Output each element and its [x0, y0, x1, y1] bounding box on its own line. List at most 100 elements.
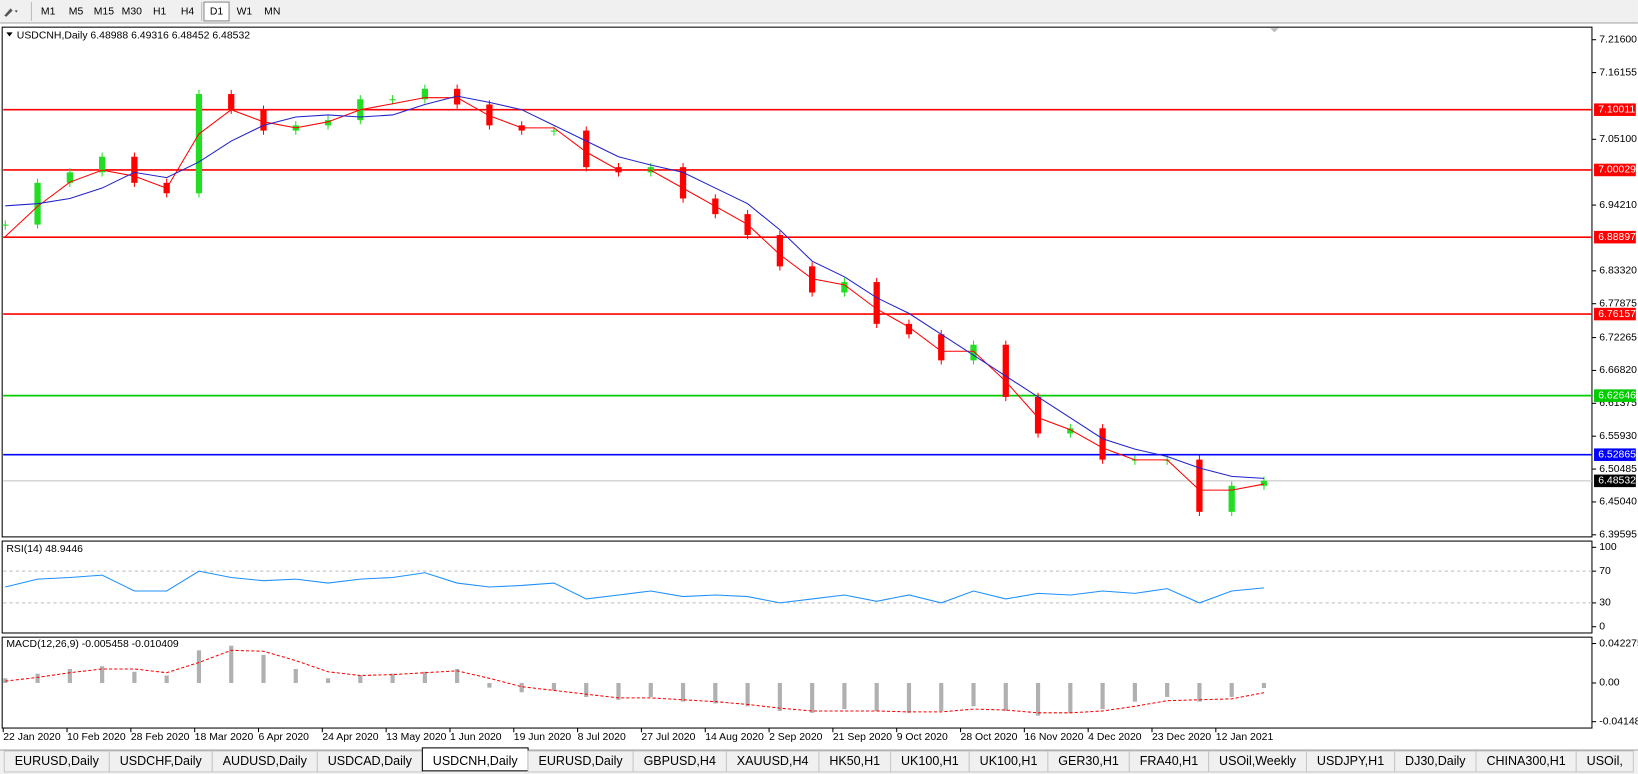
tab-label[interactable]: USOil,	[1587, 754, 1623, 768]
tab-label[interactable]: GBPUSD,H4	[644, 754, 716, 768]
timeframe-button[interactable]: M5	[69, 6, 84, 17]
macd-bar	[196, 650, 202, 683]
tab-label[interactable]: EURUSD,Daily	[15, 754, 100, 768]
timeframe-button[interactable]: MN	[264, 6, 280, 17]
y-tick-label: 6.55930	[1599, 431, 1637, 442]
candle	[550, 130, 558, 132]
header-arrow[interactable]	[6, 32, 13, 37]
main-chart-frame	[1, 26, 1593, 538]
tab[interactable]: HK50,H1	[818, 750, 892, 773]
tab[interactable]: CHINA300,H1	[1475, 750, 1577, 773]
tab[interactable]: USDCAD,Daily	[316, 750, 423, 773]
tab-label[interactable]: USDCAD,Daily	[328, 754, 413, 768]
candle	[66, 172, 73, 183]
tab-label[interactable]: USOil,Weekly	[1219, 754, 1297, 768]
tab-label[interactable]: FRA40,H1	[1140, 754, 1198, 768]
tab[interactable]: GBPUSD,H4	[632, 750, 727, 773]
timeframe-button[interactable]: W1	[237, 6, 253, 17]
timeframe-button[interactable]: H4	[181, 6, 195, 17]
rsi-tick-label: 30	[1599, 598, 1611, 609]
tab-label[interactable]: USDJPY,H1	[1317, 754, 1384, 768]
candle	[1260, 480, 1268, 486]
tab[interactable]: AUDUSD,Daily	[211, 750, 318, 773]
x-tick-label: 19 Jun 2020	[514, 732, 572, 743]
y-tick-label: 7.16155	[1599, 67, 1637, 78]
tab-label[interactable]: USDCNH,Daily	[433, 754, 519, 768]
timeframe-button[interactable]: M1	[41, 6, 56, 17]
moving-average	[5, 95, 1265, 479]
x-tick-label: 10 Feb 2020	[67, 732, 126, 743]
tab-label[interactable]: DJ30,Daily	[1405, 754, 1466, 768]
tab-label[interactable]: XAUUSD,H4	[737, 754, 809, 768]
timeframe-button[interactable]: M30	[122, 6, 142, 17]
tab-label[interactable]: EURUSD,Daily	[539, 754, 624, 768]
level-label: 6.76157	[1598, 309, 1636, 320]
y-tick-label: 6.61375	[1599, 398, 1637, 409]
tab[interactable]: EURUSD,Daily	[527, 750, 634, 773]
level-label: 6.48532	[1598, 476, 1636, 487]
macd-bar	[132, 671, 137, 683]
draw-tool-icon[interactable]	[4, 2, 203, 21]
tab[interactable]: USOil,	[1575, 750, 1634, 773]
x-tick-label: 24 Apr 2020	[322, 732, 378, 743]
macd-bar	[1100, 682, 1105, 710]
candle	[486, 104, 493, 126]
macd-bar	[648, 682, 653, 697]
y-tick-label: 6.72265	[1599, 332, 1637, 343]
macd-bar	[67, 668, 72, 683]
x-tick-label: 21 Sep 2020	[833, 732, 892, 743]
macd-bar	[874, 682, 879, 711]
macd-bar	[1197, 682, 1202, 702]
tab[interactable]: DJ30,Daily	[1394, 750, 1477, 773]
y-tick-label: 6.45040	[1599, 497, 1637, 508]
tab-label[interactable]: UK100,H1	[980, 754, 1038, 768]
tab-label[interactable]: USDCHF,Daily	[120, 754, 203, 768]
macd-bar	[229, 645, 234, 683]
tab-label[interactable]: HK50,H1	[829, 754, 880, 768]
macd-bar	[422, 671, 427, 683]
macd-bar	[810, 682, 815, 713]
tab[interactable]: EURUSD,Daily	[3, 750, 110, 773]
tab[interactable]: USDCNH,Daily	[421, 747, 529, 772]
tab-label[interactable]: CHINA300,H1	[1486, 754, 1565, 768]
timeframe-button[interactable]: H1	[153, 6, 167, 17]
timeframe-button[interactable]: M15	[94, 6, 114, 17]
x-tick-label: 16 Nov 2020	[1024, 732, 1083, 743]
timeframe-active	[203, 1, 230, 22]
tab[interactable]: USDJPY,H1	[1305, 750, 1396, 773]
tab-label[interactable]: GER30,H1	[1058, 754, 1119, 768]
macd-bar	[261, 654, 266, 683]
level-label-box	[1594, 103, 1636, 116]
tab[interactable]: USOil,Weekly	[1208, 750, 1308, 773]
tab-background	[1575, 750, 1634, 773]
level-label-box	[1594, 307, 1636, 321]
candle	[454, 88, 461, 105]
macd-bar	[293, 668, 298, 683]
timeframe-button[interactable]: D1	[210, 6, 224, 17]
macd-bar	[551, 682, 557, 691]
tab-label[interactable]: AUDUSD,Daily	[223, 754, 308, 768]
x-tick-label: 23 Dec 2020	[1152, 732, 1211, 743]
candle	[905, 323, 913, 335]
candle	[1196, 459, 1203, 512]
candle	[1099, 428, 1106, 460]
x-tick-label: 6 Apr 2020	[259, 732, 310, 743]
tab[interactable]: USDCHF,Daily	[108, 750, 213, 773]
macd-bar	[1165, 682, 1170, 697]
candle	[228, 94, 235, 110]
macd-bar	[519, 682, 524, 693]
candle	[1002, 344, 1009, 397]
tab-label[interactable]: UK100,H1	[901, 754, 959, 768]
candle	[421, 88, 428, 100]
tab[interactable]: FRA40,H1	[1128, 750, 1210, 773]
x-tick-label: 9 Oct 2020	[897, 732, 948, 743]
y-tick-label: 7.05100	[1599, 134, 1637, 145]
candle	[324, 120, 332, 126]
x-tick-label: 4 Dec 2020	[1088, 732, 1142, 743]
tab[interactable]: UK100,H1	[890, 750, 970, 773]
tab[interactable]: UK100,H1	[968, 750, 1049, 773]
tab[interactable]: GER30,H1	[1047, 750, 1130, 773]
tab[interactable]: XAUUSD,H4	[725, 750, 820, 773]
chart-header: USDCNH,Daily 6.48988 6.49316 6.48452 6.4…	[17, 30, 250, 41]
